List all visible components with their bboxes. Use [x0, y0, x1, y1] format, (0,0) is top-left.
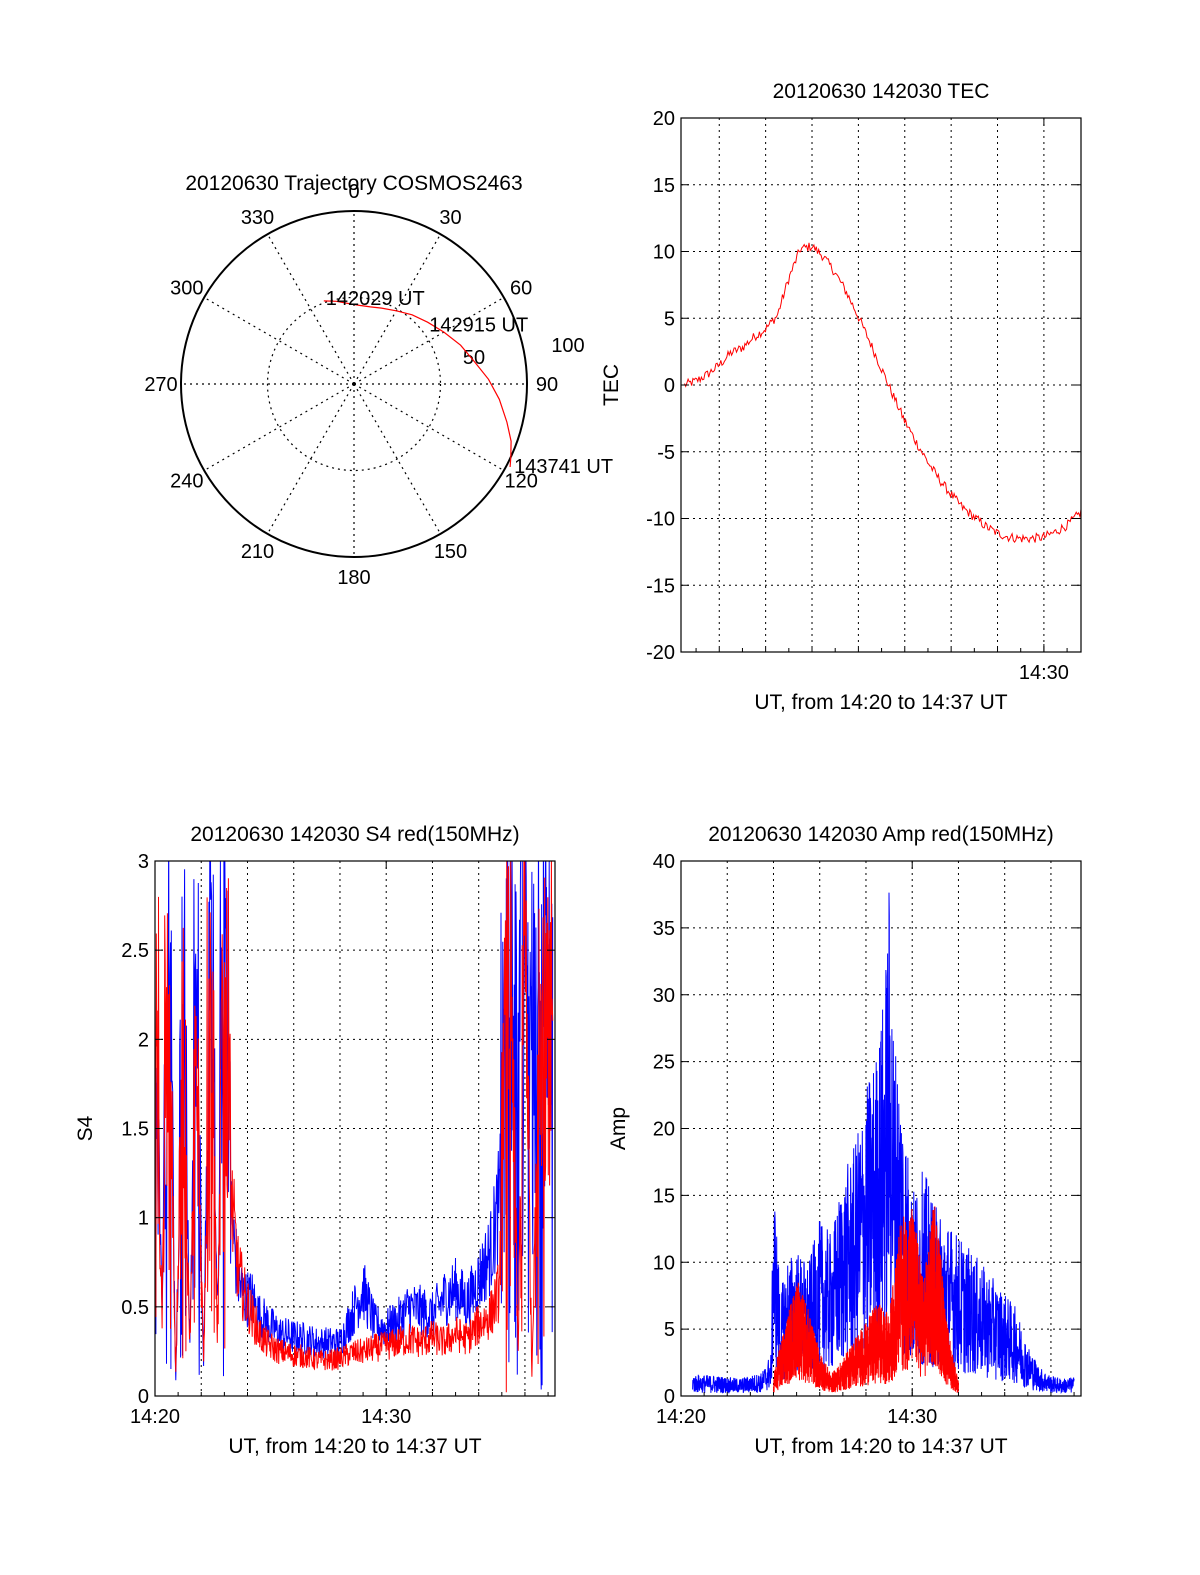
azimuth-label: 180 — [337, 567, 370, 589]
y-tick-label: 5 — [664, 308, 675, 330]
y-tick-label: 1.5 — [121, 1119, 149, 1141]
y-tick-label: 20 — [653, 1119, 675, 1141]
azimuth-spoke — [353, 383, 505, 472]
y-tick-label: -20 — [646, 642, 675, 664]
azimuth-spoke — [353, 383, 442, 535]
azimuth-spoke — [353, 233, 442, 385]
series-group — [692, 892, 1075, 1394]
y-tick-label: 5 — [664, 1319, 675, 1341]
y-tick-label: -5 — [657, 442, 675, 464]
x-axis-label: UT, from 14:20 to 14:37 UT — [228, 1435, 481, 1458]
azimuth-spoke — [203, 296, 355, 385]
trajectory-annotation: 142915 UT — [429, 315, 528, 337]
series-line-1 — [684, 242, 1081, 544]
trajectory-annotation: 142029 UT — [326, 288, 425, 310]
series-group — [155, 861, 554, 1393]
series-line-2 — [155, 861, 554, 1393]
radial-label: 50 — [463, 347, 485, 369]
chart-title: 20120630 142030 S4 red(150MHz) — [190, 823, 519, 846]
x-tick-label: 14:20 — [656, 1406, 706, 1428]
series-line-2 — [773, 1206, 959, 1393]
azimuth-label: 150 — [434, 541, 467, 563]
x-tick-label: 14:20 — [130, 1406, 180, 1428]
chart-panel-1: -20 -15 -10 -5 0 5 10 15 20 14:30 20120630 142030 … — [600, 80, 1082, 714]
x-axis-label: UT, from 14:20 to 14:37 UT — [754, 1435, 1007, 1458]
x-axis-label: UT, from 14:20 to 14:37 UT — [754, 691, 1007, 714]
x-tick-label: 14:30 — [1019, 662, 1069, 684]
azimuth-label: 240 — [170, 471, 203, 493]
y-tick-label: 0 — [664, 375, 675, 397]
series-group — [684, 242, 1081, 544]
y-tick-label: -15 — [646, 575, 675, 597]
series-line-1 — [155, 861, 554, 1390]
chart-panel-2: 0 0.5 1 1.5 2 2.5 3 14:20 14:30 20120630 142030 S… — [74, 823, 556, 1458]
azimuth-label: 270 — [144, 374, 177, 396]
y-tick-label: 15 — [653, 1185, 675, 1207]
y-tick-label: 3 — [138, 851, 149, 873]
azimuth-spoke — [266, 383, 355, 535]
trajectory-line — [323, 300, 512, 468]
x-tick-label: 14:30 — [361, 1406, 411, 1428]
azimuth-spoke — [353, 296, 505, 385]
y-tick-label: 10 — [653, 1252, 675, 1274]
y-tick-label: 40 — [653, 851, 675, 873]
y-tick-label: 25 — [653, 1052, 675, 1074]
y-tick-label: 0 — [664, 1386, 675, 1408]
chart-title: 20120630 142030 TEC — [773, 80, 990, 103]
y-tick-label: -10 — [646, 509, 675, 531]
series-line-1 — [692, 892, 1075, 1394]
azimuth-spoke — [203, 383, 355, 472]
horizon-ring — [180, 210, 528, 558]
radial-label: 100 — [551, 335, 584, 357]
y-tick-label: 2.5 — [121, 940, 149, 962]
azimuth-label: 60 — [510, 278, 532, 300]
trajectory-annotation: 143741 UT — [514, 456, 613, 478]
azimuth-spoke — [266, 233, 355, 385]
x-tick-label: 14:30 — [887, 1406, 937, 1428]
y-tick-label: 35 — [653, 918, 675, 940]
y-tick-label: 10 — [653, 242, 675, 264]
azimuth-label: 0 — [348, 181, 359, 203]
y-tick-label: 0.5 — [121, 1297, 149, 1319]
y-tick-label: 20 — [653, 108, 675, 130]
y-tick-label: 2 — [138, 1029, 149, 1051]
y-axis-label: TEC — [600, 364, 623, 406]
y-axis-label: Amp — [607, 1107, 630, 1150]
y-axis-label: S4 — [74, 1115, 97, 1141]
chart-panel-0: 0 30 60 90 120 150 180 210 240 270 300 330 50 100 1420… — [144, 172, 613, 589]
azimuth-label: 300 — [170, 278, 203, 300]
y-tick-label: 30 — [653, 985, 675, 1007]
y-tick-label: 0 — [138, 1386, 149, 1408]
y-tick-label: 1 — [138, 1208, 149, 1230]
azimuth-label: 120 — [504, 471, 537, 493]
y-tick-label: 15 — [653, 175, 675, 197]
azimuth-label: 30 — [439, 207, 461, 229]
elevation-ring — [266, 296, 442, 472]
azimuth-label: 210 — [241, 541, 274, 563]
chart-title: 20120630 Trajectory COSMOS2463 — [185, 172, 522, 195]
chart-panel-3: 0 5 10 15 20 25 30 35 40 14:20 14:30 20120630 14203… — [607, 823, 1082, 1458]
azimuth-label: 330 — [241, 207, 274, 229]
chart-title: 20120630 142030 Amp red(150MHz) — [708, 823, 1054, 846]
azimuth-label: 90 — [536, 374, 558, 396]
